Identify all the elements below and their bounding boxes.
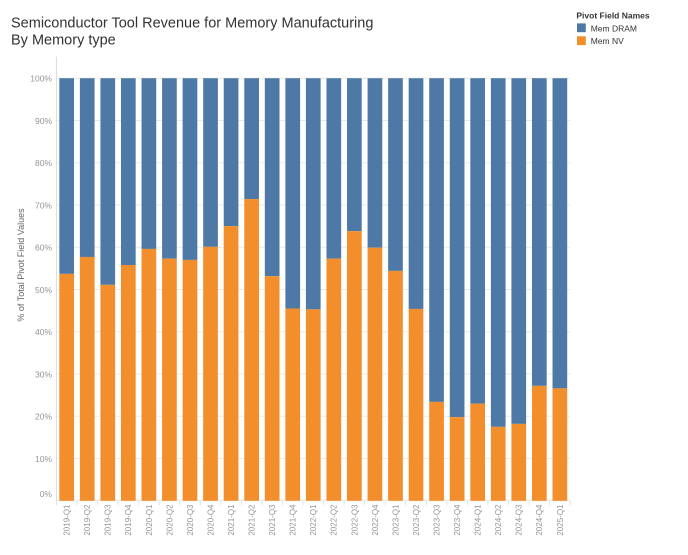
svg-text:50%: 50%: [35, 285, 52, 295]
svg-text:2020-Q3: 2020-Q3: [186, 504, 195, 536]
svg-text:2024-Q3: 2024-Q3: [515, 504, 524, 536]
svg-text:100%: 100%: [30, 74, 52, 84]
svg-text:2019-Q4: 2019-Q4: [124, 504, 133, 536]
svg-text:2019-Q1: 2019-Q1: [63, 504, 72, 536]
svg-text:80%: 80%: [35, 158, 52, 168]
svg-text:90%: 90%: [35, 116, 52, 126]
svg-text:2024-Q2: 2024-Q2: [494, 504, 503, 536]
svg-text:2021-Q3: 2021-Q3: [268, 504, 277, 536]
svg-text:Pivot Field Names: Pivot Field Names: [576, 11, 649, 21]
svg-text:Mem DRAM: Mem DRAM: [591, 23, 637, 33]
svg-text:2023-Q3: 2023-Q3: [432, 504, 441, 536]
svg-text:2025-Q1: 2025-Q1: [556, 504, 565, 536]
svg-text:2022-Q4: 2022-Q4: [371, 504, 380, 536]
svg-text:2024-Q4: 2024-Q4: [535, 504, 544, 536]
svg-text:2023-Q4: 2023-Q4: [453, 504, 462, 536]
svg-text:2022-Q1: 2022-Q1: [309, 504, 318, 536]
svg-text:2020-Q2: 2020-Q2: [165, 504, 174, 536]
svg-text:2019-Q3: 2019-Q3: [104, 504, 113, 536]
svg-text:10%: 10%: [35, 454, 52, 464]
svg-text:2020-Q4: 2020-Q4: [206, 504, 215, 536]
svg-text:0%: 0%: [40, 489, 53, 499]
svg-text:Semiconductor Tool Revenue for: Semiconductor Tool Revenue for Memory Ma…: [11, 16, 373, 32]
svg-text:2023-Q1: 2023-Q1: [391, 504, 400, 536]
svg-text:30%: 30%: [35, 369, 52, 379]
svg-text:2021-Q4: 2021-Q4: [289, 504, 298, 536]
svg-text:By Memory type: By Memory type: [11, 33, 116, 49]
svg-text:Mem NV: Mem NV: [591, 36, 624, 46]
svg-text:20%: 20%: [35, 412, 52, 422]
svg-text:2023-Q2: 2023-Q2: [412, 504, 421, 536]
svg-text:40%: 40%: [35, 327, 52, 337]
svg-text:2021-Q2: 2021-Q2: [248, 504, 257, 536]
svg-text:2020-Q1: 2020-Q1: [145, 504, 154, 536]
svg-text:% of Total Pivot Field Values: % of Total Pivot Field Values: [16, 208, 26, 322]
svg-text:70%: 70%: [35, 200, 52, 210]
svg-text:60%: 60%: [35, 243, 52, 253]
svg-text:2019-Q2: 2019-Q2: [83, 504, 92, 536]
svg-text:2022-Q3: 2022-Q3: [350, 504, 359, 536]
svg-text:2024-Q1: 2024-Q1: [474, 504, 483, 536]
svg-text:2022-Q2: 2022-Q2: [330, 504, 339, 536]
svg-text:2021-Q1: 2021-Q1: [227, 504, 236, 536]
